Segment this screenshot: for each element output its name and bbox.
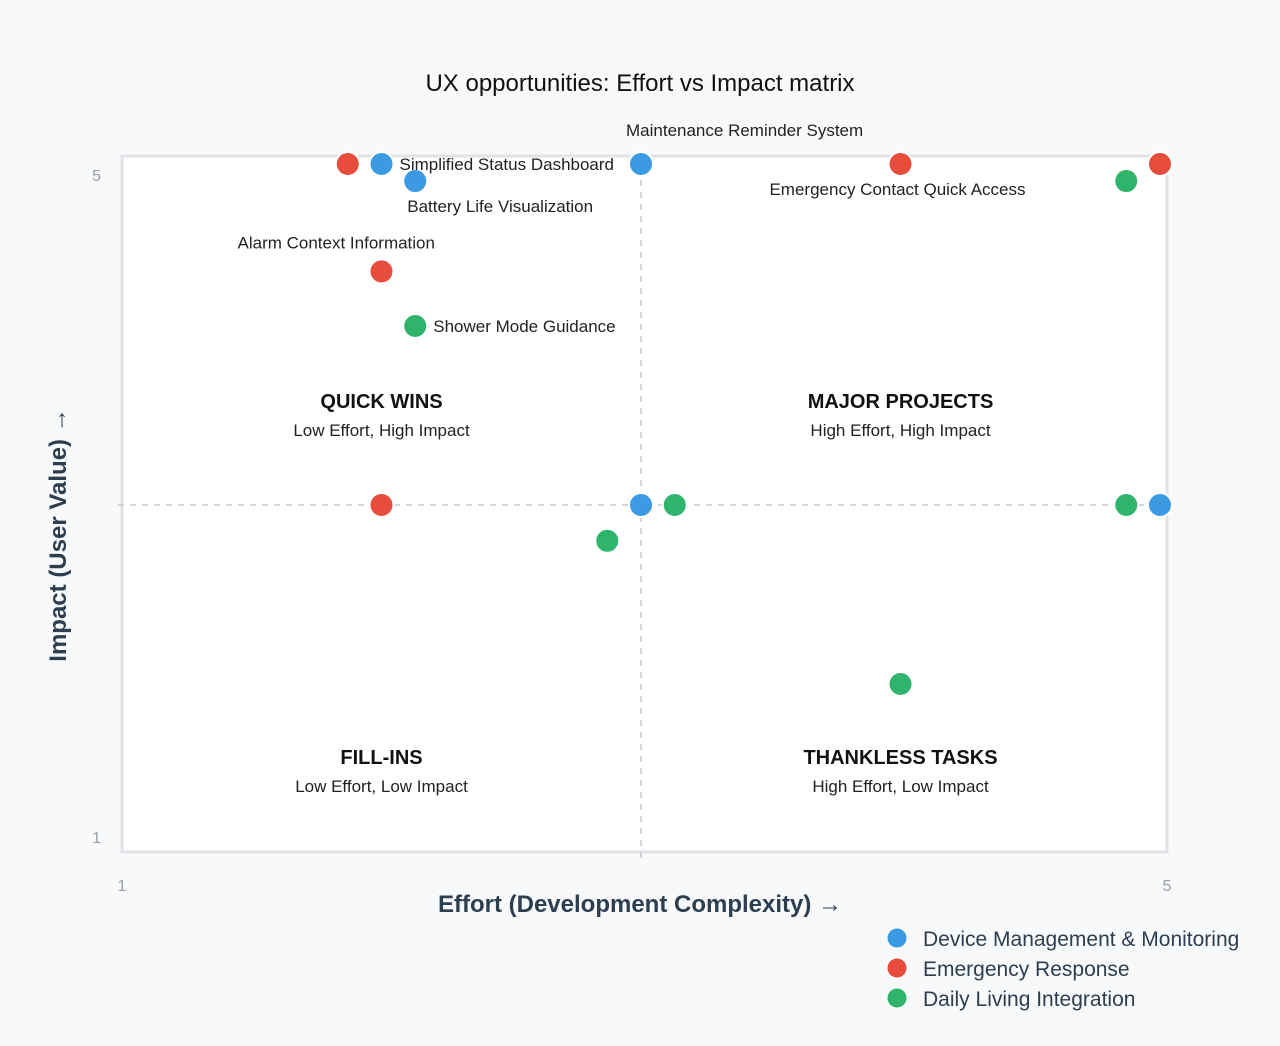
device-point[interactable] bbox=[628, 492, 654, 518]
legend: Device Management & Monitoring Emergency … bbox=[887, 928, 1239, 1011]
device-point[interactable] bbox=[402, 168, 429, 195]
daily-point[interactable] bbox=[1113, 168, 1140, 195]
daily-point[interactable] bbox=[594, 527, 621, 554]
legend-label-device: Device Management & Monitoring bbox=[923, 928, 1239, 951]
point-label: Battery Life Visualization bbox=[407, 197, 593, 216]
legend-marker-emergency bbox=[887, 958, 907, 978]
device-point[interactable] bbox=[368, 151, 395, 177]
quadrant-labels: QUICK WINS Low Effort, High Impact MAJOR P… bbox=[293, 391, 997, 796]
point-label: Simplified Status Dashboard bbox=[400, 155, 615, 174]
emergency-point[interactable] bbox=[1147, 151, 1173, 177]
major-projects-title: MAJOR PROJECTS bbox=[808, 391, 994, 413]
daily-point[interactable] bbox=[887, 671, 914, 698]
fill-ins-title: FILL-INS bbox=[340, 747, 422, 769]
quick-wins-title: QUICK WINS bbox=[320, 391, 442, 413]
emergency-point[interactable] bbox=[334, 151, 361, 177]
emergency-point[interactable] bbox=[887, 151, 914, 177]
y-tick-label: 5 bbox=[92, 168, 101, 185]
thankless-tasks-title: THANKLESS TASKS bbox=[803, 747, 997, 769]
thankless-tasks-subtitle: High Effort, Low Impact bbox=[812, 777, 989, 796]
x-axis-title: Effort (Development Complexity) → bbox=[438, 891, 842, 918]
axis-ticks: 1 515 bbox=[92, 168, 1171, 895]
point-labels: Simplified Status Dashboard Battery Life … bbox=[238, 121, 1026, 336]
daily-point[interactable] bbox=[1113, 492, 1140, 518]
device-point[interactable] bbox=[628, 151, 654, 177]
quick-wins-subtitle: Low Effort, High Impact bbox=[293, 421, 470, 440]
major-projects-subtitle: High Effort, High Impact bbox=[810, 421, 990, 440]
legend-label-emergency: Emergency Response bbox=[923, 958, 1130, 981]
y-axis-title: Impact (User Value) → bbox=[45, 408, 72, 661]
legend-marker-daily bbox=[887, 988, 907, 1008]
data-points bbox=[334, 151, 1173, 698]
emergency-point[interactable] bbox=[368, 492, 395, 518]
point-label: Emergency Contact Quick Access bbox=[769, 180, 1025, 199]
x-tick-label: 1 bbox=[118, 878, 127, 895]
legend-marker-device bbox=[887, 928, 907, 948]
chart-title: UX opportunities: Effort vs Impact matri… bbox=[425, 70, 854, 97]
device-point[interactable] bbox=[1147, 492, 1173, 518]
daily-point[interactable] bbox=[402, 312, 429, 339]
daily-point[interactable] bbox=[661, 492, 688, 518]
x-tick-label: 5 bbox=[1163, 878, 1172, 895]
point-label: Alarm Context Information bbox=[238, 233, 435, 252]
fill-ins-subtitle: Low Effort, Low Impact bbox=[295, 777, 468, 796]
point-label: Maintenance Reminder System bbox=[626, 121, 863, 140]
point-label: Shower Mode Guidance bbox=[433, 317, 615, 336]
legend-label-daily: Daily Living Integration bbox=[923, 988, 1135, 1011]
y-tick-label: 1 bbox=[92, 830, 101, 847]
emergency-point[interactable] bbox=[368, 258, 395, 285]
